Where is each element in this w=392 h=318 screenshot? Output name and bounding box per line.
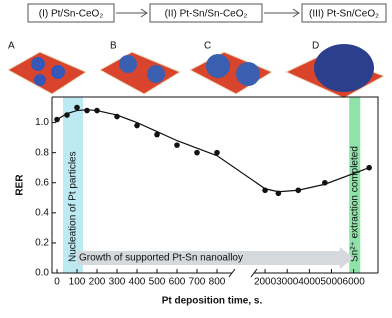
x-tick-label: 2000 [254,277,277,288]
data-point [74,104,80,111]
nucleation-label: Nucleation of Pt particles [68,151,79,262]
stage-box [301,3,387,23]
particle [34,74,46,86]
nucleation-band [63,97,83,273]
x-axis-label: Pt deposition time, s. [162,296,263,307]
particle [31,57,45,71]
particle [236,62,260,86]
data-point [275,190,282,197]
data-point [154,131,160,138]
stage-label: (I) Pt/Sn-CeO₂ [39,9,104,20]
stage-arrows [116,8,300,18]
support-slab [6,51,88,95]
panel-label: D [312,41,319,52]
y-axis-label: RER [15,174,26,196]
stage-box [149,3,263,23]
data-point [366,164,372,171]
support-slab [98,51,182,95]
extraction-band [349,97,361,273]
fit-curve [56,109,370,193]
y-tick-label: 0.6 [35,177,49,188]
x-tick-label: 300 [109,277,126,288]
y-tick-label: 0.4 [35,207,49,218]
stage-label: (III) Pt-Sn/CeO₂ [309,9,379,20]
model-images [6,44,386,99]
x-tick-label: 500 [149,277,166,288]
particle [206,54,230,78]
growth-label: Growth of supported Pt-Sn nanoalloy [79,253,243,264]
particle [119,55,137,73]
x-tick-label: 800 [209,277,226,288]
data-point [114,113,120,120]
data-point [262,187,268,194]
y-tick-label: 0.2 [35,238,49,249]
data-point [214,149,220,156]
x-tick-label: 100 [69,277,86,288]
data-point [295,187,302,194]
data-point [174,142,180,148]
x-tick-label: 4000 [298,277,321,288]
axis-break [228,268,258,278]
particle [147,65,165,83]
y-tick-label: 0.0 [35,268,49,279]
panel-label: C [204,41,211,52]
data-point [134,122,140,129]
data-point [322,179,328,186]
x-tick-label: 400 [129,277,146,288]
data-point [194,149,200,156]
x-tick-label: 3000 [276,277,299,288]
y-tick-label: 0.8 [35,147,49,158]
stage-box [27,3,115,23]
plot: Nucleation of Pt particles Sn²⁺ extractio… [15,96,379,307]
y-tick-label: 1.0 [35,117,49,128]
x-tick-label: 700 [189,277,206,288]
data-point [54,116,60,123]
x-tick-label: 200 [89,277,106,288]
x-tick-label: 5000 [320,277,343,288]
particle [51,65,65,79]
plot-frame [51,96,379,274]
panel-label: A [8,41,15,52]
x-tick-label: 0 [54,277,60,288]
stage-label: (II) Pt-Sn/Sn-CeO₂ [165,9,248,20]
data-point [94,107,100,114]
data-point [84,107,90,114]
data-point [64,112,70,118]
x-tick-label: 6000 [343,277,366,288]
growth-arrow [77,246,354,269]
x-tick-label: 600 [169,277,186,288]
particle [314,44,374,92]
extraction-label: Sn²⁺ extraction completed [349,146,360,262]
stage-row [27,3,387,23]
panel-label: B [110,41,117,52]
